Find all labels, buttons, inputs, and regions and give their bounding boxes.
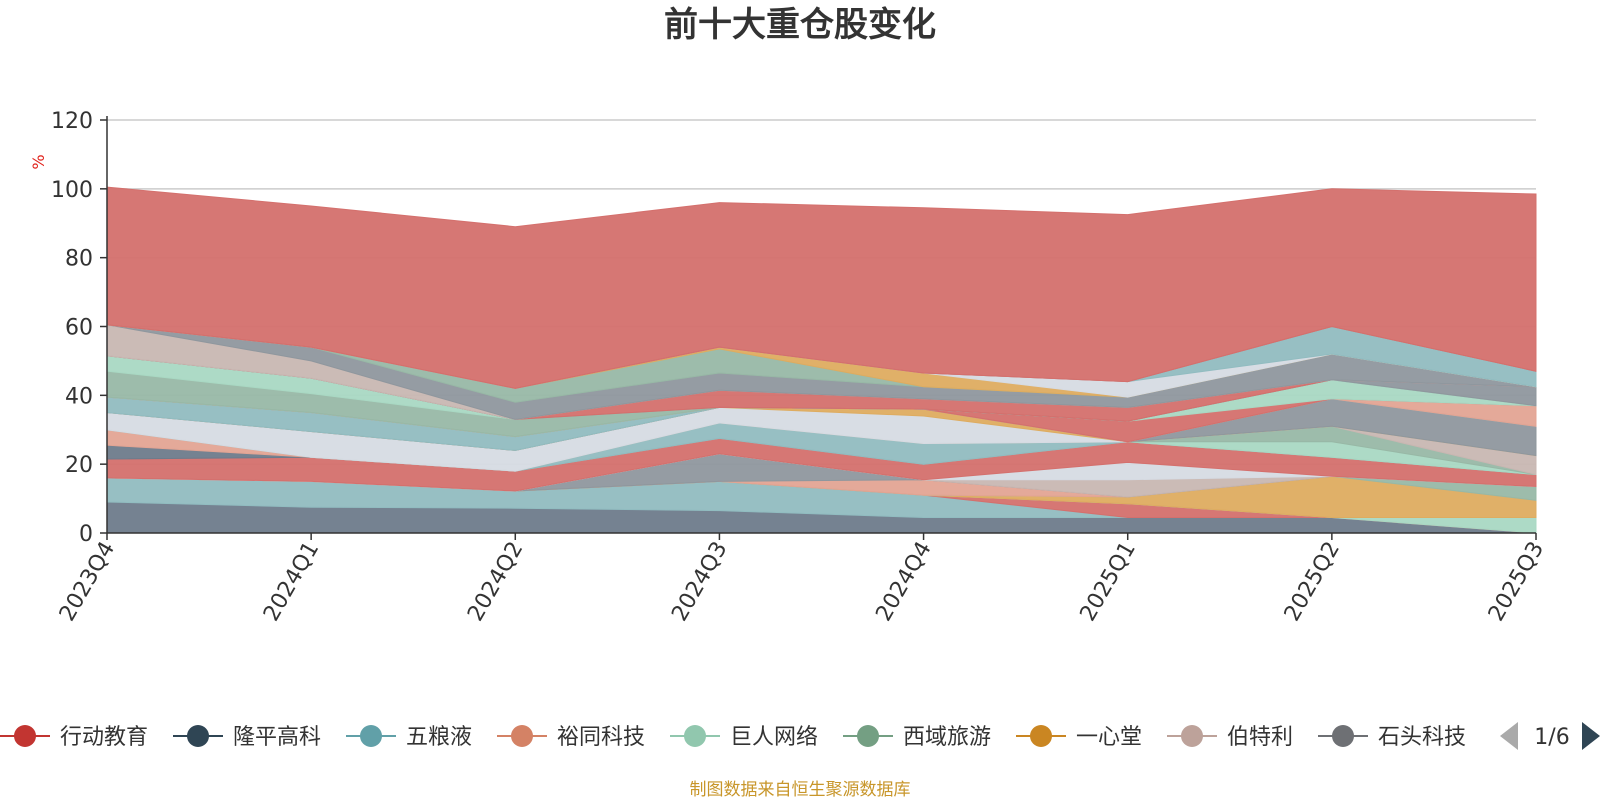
legend-item[interactable]: 五粮液 — [346, 725, 472, 750]
axes — [100, 116, 1537, 540]
data-source-note: 制图数据来自恒生聚源数据库 — [690, 780, 911, 800]
x-tick-label: 2023Q4 — [55, 538, 120, 626]
legend-circle-icon — [14, 725, 36, 747]
chart-title: 前十大重仓股变化 — [664, 5, 936, 45]
legend-circle-icon — [187, 725, 209, 747]
legend-circle-icon — [360, 725, 382, 747]
y-tick-label: 40 — [65, 384, 93, 409]
legend-label: 隆平高科 — [233, 725, 321, 750]
x-tick-label: 2025Q3 — [1484, 538, 1549, 626]
legend-circle-icon — [1181, 725, 1203, 747]
legend-label: 石头科技 — [1378, 725, 1466, 750]
legend-item[interactable]: 石头科技 — [1318, 725, 1466, 750]
legend-label: 西域旅游 — [903, 725, 991, 750]
y-axis-unit-label: % — [29, 154, 48, 169]
legend-next-page-icon[interactable] — [1582, 722, 1600, 750]
legend: 行动教育 隆平高科 五粮液 裕同科技 巨人网络 西域旅游 一心堂 伯特利 石头科技 — [0, 725, 1466, 750]
y-tick-label: 120 — [51, 109, 93, 134]
y-tick-label: 60 — [65, 316, 93, 341]
legend-label: 行动教育 — [60, 725, 148, 750]
y-tick-label: 20 — [65, 453, 93, 478]
legend-label: 巨人网络 — [730, 725, 818, 750]
legend-label: 一心堂 — [1076, 725, 1142, 750]
y-tick-label: 100 — [51, 178, 93, 203]
legend-item[interactable]: 隆平高科 — [173, 725, 321, 750]
legend-item[interactable]: 一心堂 — [1016, 725, 1142, 750]
area-series: 石头科技五粮液行动教育巨人网络一心堂西域旅游裕同科技宁德时代伯特利泸州老窖行动教… — [106, 186, 1537, 534]
x-tick-labels: 2023Q4 2024Q1 2024Q2 2024Q3 2024Q4 2025Q1 2025… — [55, 538, 1549, 626]
legend-label: 裕同科技 — [557, 725, 645, 750]
legend-label: 伯特利 — [1227, 725, 1293, 750]
legend-item[interactable]: 西域旅游 — [843, 725, 991, 750]
legend-label: 五粮液 — [406, 725, 472, 750]
legend-circle-icon — [857, 725, 879, 747]
x-tick-label: 2024Q1 — [259, 538, 324, 626]
y-tick-label: 80 — [65, 247, 93, 272]
legend-item[interactable]: 巨人网络 — [670, 725, 818, 750]
x-tick-label: 2024Q4 — [871, 538, 936, 626]
x-tick-label: 2024Q2 — [463, 538, 528, 626]
legend-page-indicator: 1/6 — [1534, 725, 1569, 750]
x-tick-label: 2025Q1 — [1076, 538, 1141, 626]
legend-item[interactable]: 行动教育 — [0, 725, 148, 750]
area-series-35: 其他 — [106, 186, 1537, 389]
legend-pager: 1/6 — [1500, 722, 1600, 750]
legend-prev-page-icon[interactable] — [1500, 722, 1518, 750]
x-tick-label: 2025Q2 — [1280, 538, 1345, 626]
legend-circle-icon — [1030, 725, 1052, 747]
legend-item[interactable]: 伯特利 — [1167, 725, 1293, 750]
legend-circle-icon — [684, 725, 706, 747]
legend-item[interactable]: 裕同科技 — [497, 725, 645, 750]
y-tick-label: 0 — [79, 522, 93, 547]
legend-circle-icon — [1332, 725, 1354, 747]
x-tick-label: 2024Q3 — [667, 538, 732, 626]
y-tick-labels: 0 20 40 60 80 100 120 — [51, 109, 93, 547]
legend-circle-icon — [511, 725, 533, 747]
